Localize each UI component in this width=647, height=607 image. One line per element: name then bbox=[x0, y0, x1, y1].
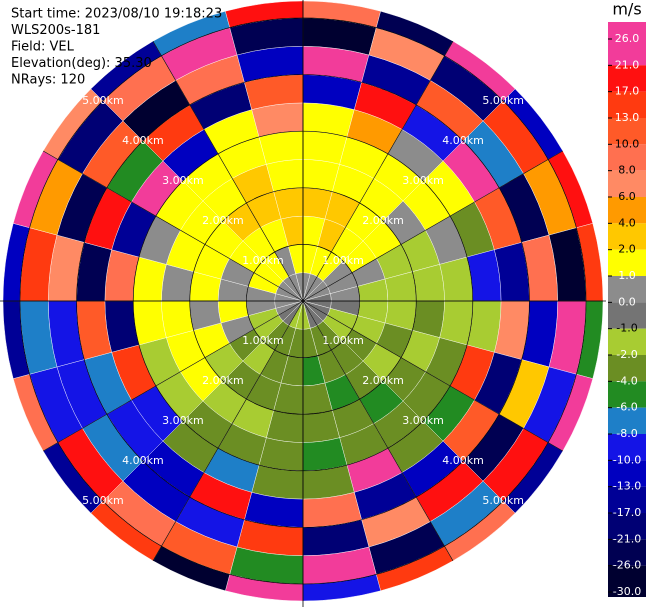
colorbar-tick-label: 1.0 bbox=[618, 269, 636, 282]
colorbar-segment bbox=[608, 513, 646, 540]
range-label: 3.00km bbox=[162, 414, 204, 427]
colorbar-tick-label: -30.0 bbox=[613, 585, 641, 598]
colorbar-segment bbox=[608, 170, 646, 197]
info-line: Start time: 2023/08/10 19:18:23 bbox=[11, 7, 222, 22]
colorbar-segment bbox=[608, 486, 646, 513]
range-label: 5.00km bbox=[482, 94, 524, 107]
colorbar-tick-label: 4.0 bbox=[618, 216, 636, 229]
colorbar-segment bbox=[608, 276, 646, 303]
colorbar-tick-label: 8.0 bbox=[618, 164, 636, 177]
colorbar-segment bbox=[608, 460, 646, 487]
colorbar-segment bbox=[608, 407, 646, 434]
colorbar: m/s 26.0 21.0 17.0 13.0 10.0 8.0 6.0 4.0 2.0 1.0 0.… bbox=[608, 0, 646, 598]
info-line: NRays: 120 bbox=[11, 73, 85, 88]
ppi-labels: 1.00km 1.00km 1.00km 1.00km 2.00km 2.00km 2.00… bbox=[11, 7, 524, 508]
range-ring bbox=[246, 244, 360, 358]
colorbar-segment bbox=[608, 302, 646, 329]
colorbar-tick-label: -10.0 bbox=[613, 453, 641, 466]
spoke bbox=[43, 150, 304, 302]
spoke bbox=[152, 41, 304, 302]
range-label: 1.00km bbox=[322, 254, 364, 267]
colorbar-title: m/s bbox=[612, 0, 641, 19]
colorbar-segment bbox=[608, 539, 646, 566]
spoke bbox=[43, 300, 304, 452]
colorbar-tick-label: 6.0 bbox=[618, 190, 636, 203]
range-label: 4.00km bbox=[442, 454, 484, 467]
range-label: 2.00km bbox=[202, 374, 244, 387]
colorbar-segment bbox=[608, 328, 646, 355]
range-label: 2.00km bbox=[362, 214, 404, 227]
colorbar-tick-label: 10.0 bbox=[615, 137, 640, 150]
spoke bbox=[302, 300, 563, 452]
colorbar-segment bbox=[608, 355, 646, 382]
range-label: 1.00km bbox=[242, 334, 284, 347]
spoke bbox=[152, 300, 304, 561]
range-label: 3.00km bbox=[402, 174, 444, 187]
velocity-cell bbox=[258, 130, 304, 165]
spoke bbox=[302, 150, 563, 302]
spoke bbox=[302, 41, 454, 302]
colorbar-segment bbox=[608, 249, 646, 276]
range-ring bbox=[76, 74, 530, 528]
range-label: 4.00km bbox=[122, 134, 164, 147]
colorbar-tick-label: -21.0 bbox=[613, 532, 641, 545]
colorbar-cap bbox=[608, 592, 646, 597]
colorbar-tick-label: -4.0 bbox=[616, 374, 637, 387]
colorbar-tick-label: 17.0 bbox=[615, 85, 640, 98]
colorbar-segment bbox=[608, 144, 646, 171]
colorbar-segment bbox=[608, 197, 646, 224]
colorbar-tick-label: -2.0 bbox=[616, 348, 637, 361]
info-line: Field: VEL bbox=[11, 40, 75, 55]
colorbar-tick-label: -6.0 bbox=[616, 401, 637, 414]
velocity-cell bbox=[132, 300, 167, 346]
colorbar-tick-label: 21.0 bbox=[615, 58, 640, 71]
colorbar-tick-label: -13.0 bbox=[613, 480, 641, 493]
colorbar-tick-label: 0.0 bbox=[618, 295, 636, 308]
colorbar-segment bbox=[608, 434, 646, 461]
info-line: WLS200s-181 bbox=[11, 23, 100, 38]
velocity-cell bbox=[302, 130, 348, 165]
range-label: 4.00km bbox=[122, 454, 164, 467]
spoke bbox=[302, 300, 454, 561]
colorbar-segment bbox=[608, 381, 646, 408]
range-ring bbox=[19, 17, 587, 585]
info-line: Elevation(deg): 35.30 bbox=[11, 56, 152, 71]
range-ring bbox=[132, 130, 474, 472]
colorbar-tick-label: -17.0 bbox=[613, 506, 641, 519]
colorbar-segment bbox=[608, 91, 646, 118]
range-label: 3.00km bbox=[402, 414, 444, 427]
range-label: 5.00km bbox=[82, 494, 124, 507]
colorbar-tick-label: -8.0 bbox=[616, 427, 637, 440]
range-label: 1.00km bbox=[322, 334, 364, 347]
colorbar-segment bbox=[608, 39, 646, 66]
range-label: 2.00km bbox=[202, 214, 244, 227]
velocity-cell bbox=[132, 256, 167, 302]
velocity-cell bbox=[439, 256, 474, 302]
colorbar-cap bbox=[608, 22, 646, 39]
colorbar-tick-label: 2.0 bbox=[618, 243, 636, 256]
range-label: 5.00km bbox=[82, 94, 124, 107]
velocity-cell bbox=[439, 300, 474, 346]
colorbar-segment bbox=[608, 118, 646, 145]
range-label: 2.00km bbox=[362, 374, 404, 387]
range-label: 4.00km bbox=[442, 134, 484, 147]
colorbar-segment bbox=[608, 223, 646, 250]
colorbar-tick-label: -1.0 bbox=[616, 322, 637, 335]
colorbar-tick-label: 26.0 bbox=[615, 32, 640, 45]
colorbar-tick-label: 13.0 bbox=[615, 111, 640, 124]
colorbar-segment bbox=[608, 565, 646, 592]
range-label: 3.00km bbox=[162, 174, 204, 187]
velocity-cell bbox=[302, 437, 348, 472]
range-label: 1.00km bbox=[242, 254, 284, 267]
ppi-grid bbox=[0, 0, 606, 607]
range-ring bbox=[189, 187, 417, 415]
velocity-cell bbox=[258, 437, 304, 472]
colorbar-segment bbox=[608, 65, 646, 92]
range-label: 5.00km bbox=[482, 494, 524, 507]
colorbar-tick-label: -26.0 bbox=[613, 559, 641, 572]
